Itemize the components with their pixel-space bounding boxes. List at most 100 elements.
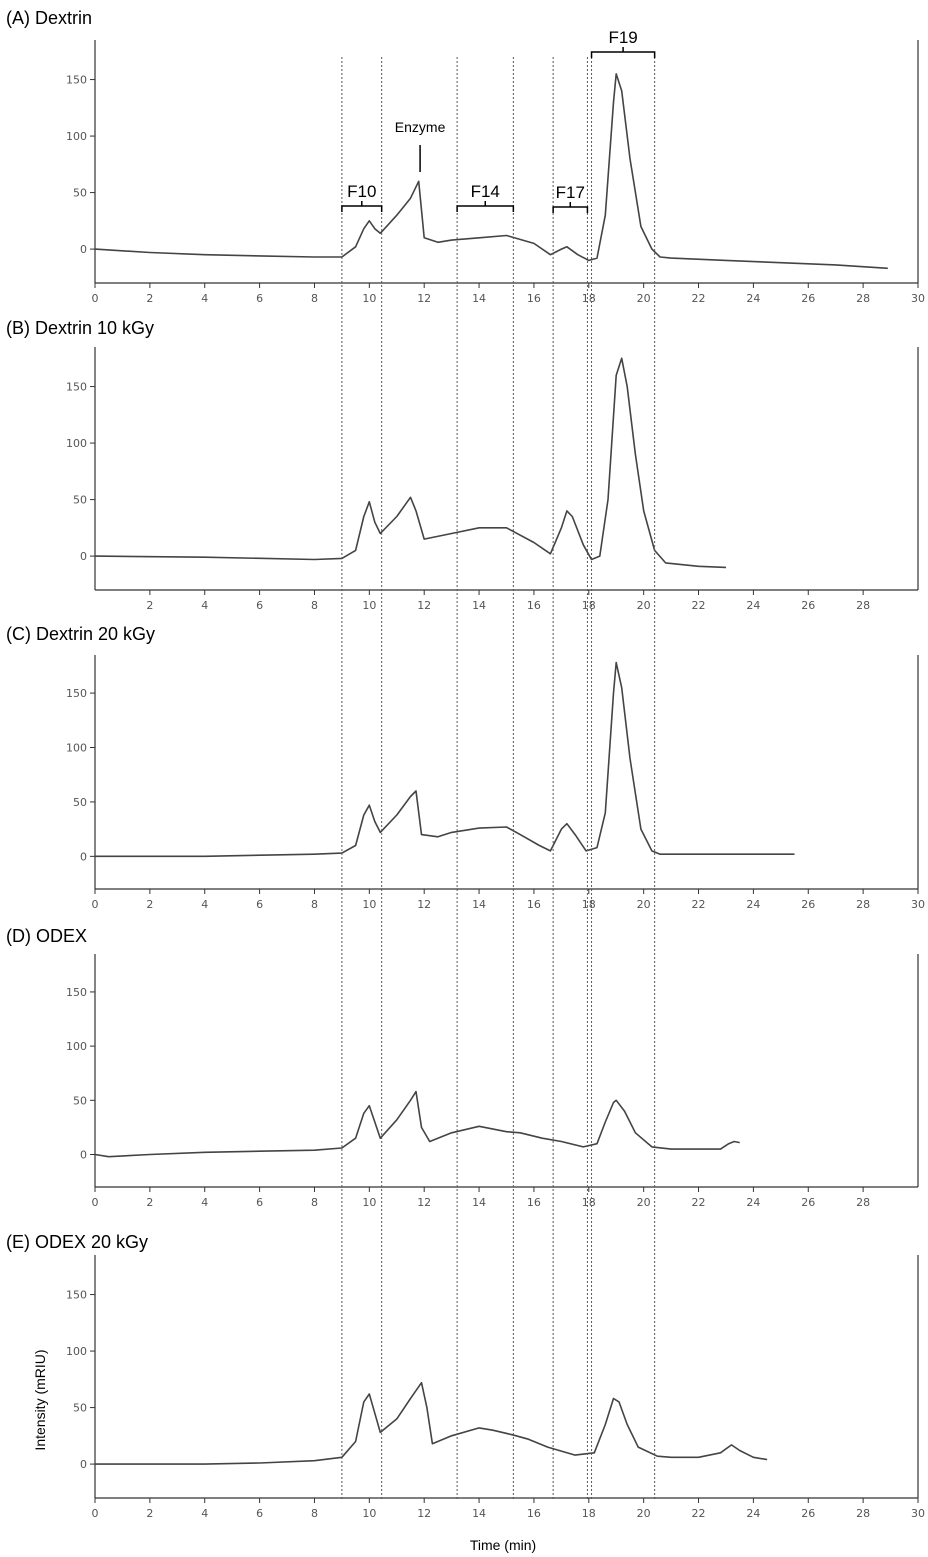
x-tick-label: 16 — [527, 1507, 541, 1520]
y-tick-label: 100 — [66, 1345, 87, 1358]
y-tick-label: 100 — [66, 437, 87, 450]
x-tick-label: 18 — [582, 898, 596, 911]
chromatogram-trace — [94, 73, 888, 270]
panel-title: (A) Dextrin — [6, 8, 92, 28]
x-tick-label: 24 — [746, 1196, 760, 1209]
x-tick-label: 2 — [146, 1507, 153, 1520]
x-tick-label: 10 — [362, 898, 376, 911]
x-tick-label: 24 — [746, 898, 760, 911]
x-tick-label: 26 — [801, 1507, 815, 1520]
x-tick-label: 28 — [856, 599, 870, 612]
fraction-label: F14 — [471, 182, 500, 201]
y-tick-label: 50 — [73, 1094, 87, 1107]
x-tick-label: 30 — [911, 898, 925, 911]
fraction-overlay: F10 F14 F17 F19 Enzyme — [341, 28, 656, 1500]
x-tick-label: 14 — [472, 599, 486, 612]
fraction-bracket-f14: F14 — [456, 182, 515, 212]
x-tick-label: 8 — [311, 292, 318, 305]
x-tick-label: 6 — [256, 599, 263, 612]
x-tick-label: 10 — [362, 1507, 376, 1520]
y-tick-label: 50 — [73, 1402, 87, 1415]
x-tick-label: 0 — [92, 292, 99, 305]
x-tick-label: 14 — [472, 898, 486, 911]
panel-title: (B) Dextrin 10 kGy — [6, 318, 154, 338]
x-tick-label: 30 — [911, 292, 925, 305]
x-tick-label: 20 — [637, 1196, 651, 1209]
x-tick-label: 22 — [692, 898, 706, 911]
x-tick-label: 8 — [311, 1196, 318, 1209]
x-tick-label: 8 — [311, 1507, 318, 1520]
x-tick-label: 8 — [311, 599, 318, 612]
y-tick-label: 150 — [66, 986, 87, 999]
x-tick-label: 26 — [801, 1196, 815, 1209]
y-tick-label: 50 — [73, 187, 87, 200]
x-tick-label: 4 — [201, 292, 208, 305]
x-tick-label: 6 — [256, 1507, 263, 1520]
x-tick-label: 22 — [692, 1507, 706, 1520]
x-tick-label: 6 — [256, 1196, 263, 1209]
x-tick-label: 28 — [856, 1196, 870, 1209]
x-tick-label: 12 — [417, 898, 431, 911]
fraction-label: F19 — [608, 28, 637, 47]
fraction-bracket-f17: F17 — [552, 183, 589, 213]
x-tick-label: 16 — [527, 292, 541, 305]
y-tick-label: 100 — [66, 742, 87, 755]
x-tick-label: 0 — [92, 898, 99, 911]
x-tick-label: 6 — [256, 292, 263, 305]
x-tick-label: 2 — [146, 898, 153, 911]
y-tick-label: 0 — [80, 550, 87, 563]
x-tick-label: 10 — [362, 599, 376, 612]
chromatogram-trace — [95, 1381, 768, 1465]
bracket-line — [552, 206, 589, 213]
x-tick-label: 16 — [527, 1196, 541, 1209]
x-tick-label: 28 — [856, 1507, 870, 1520]
x-tick-label: 18 — [582, 1507, 596, 1520]
x-tick-label: 0 — [92, 1196, 99, 1209]
x-tick-label: 20 — [637, 292, 651, 305]
fraction-label: F10 — [347, 182, 376, 201]
x-tick-label: 24 — [746, 1507, 760, 1520]
x-tick-label: 22 — [692, 1196, 706, 1209]
y-tick-label: 0 — [80, 850, 87, 863]
x-tick-label: 4 — [201, 599, 208, 612]
x-tick-label: 8 — [311, 898, 318, 911]
x-tick-label: 18 — [582, 599, 596, 612]
x-tick-label: 24 — [746, 292, 760, 305]
panel-title: (C) Dextrin 20 kGy — [6, 624, 155, 644]
x-tick-label: 6 — [256, 898, 263, 911]
bracket-line — [456, 205, 515, 212]
x-tick-label: 4 — [201, 1196, 208, 1209]
x-tick-label: 2 — [146, 599, 153, 612]
y-tick-label: 100 — [66, 130, 87, 143]
x-tick-label: 0 — [92, 1507, 99, 1520]
y-tick-label: 150 — [66, 381, 87, 394]
y-tick-label: 50 — [73, 494, 87, 507]
x-tick-label: 22 — [692, 292, 706, 305]
x-tick-label: 24 — [746, 599, 760, 612]
x-tick-label: 14 — [472, 1507, 486, 1520]
enzyme-label: Enzyme — [395, 119, 446, 135]
x-tick-label: 22 — [692, 599, 706, 612]
x-tick-label: 4 — [201, 898, 208, 911]
fraction-label: F17 — [556, 183, 585, 202]
fraction-bracket-f10: F10 — [341, 182, 383, 212]
bracket-line — [590, 51, 656, 58]
panel-title: (D) ODEX — [6, 926, 87, 946]
y-tick-label: 150 — [66, 1289, 87, 1302]
x-tick-label: 20 — [637, 599, 651, 612]
x-tick-label: 16 — [527, 599, 541, 612]
chromatogram-trace — [94, 1090, 740, 1158]
x-tick-label: 14 — [472, 1196, 486, 1209]
x-tick-label: 4 — [201, 1507, 208, 1520]
y-axis-title: Intensity (mRIU) — [32, 1349, 48, 1450]
x-tick-label: 18 — [582, 292, 596, 305]
y-tick-label: 0 — [80, 1458, 87, 1471]
x-tick-label: 16 — [527, 898, 541, 911]
x-tick-label: 10 — [362, 292, 376, 305]
y-tick-label: 0 — [80, 1148, 87, 1161]
x-tick-label: 12 — [417, 599, 431, 612]
x-tick-label: 18 — [582, 1196, 596, 1209]
